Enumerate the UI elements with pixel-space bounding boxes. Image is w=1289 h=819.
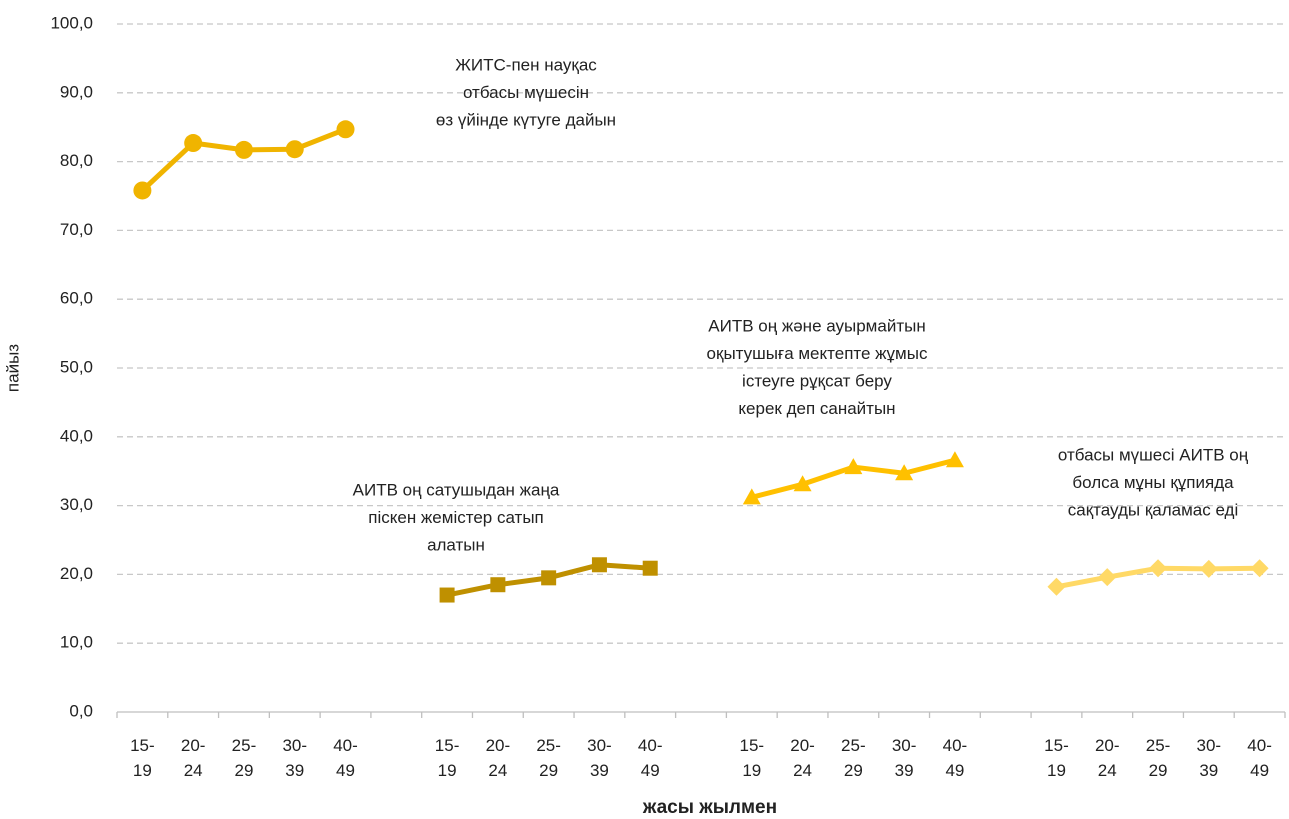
series-label: болса мұны құпияда <box>1072 473 1234 492</box>
y-tick-label: 10,0 <box>60 633 93 652</box>
x-tick-label: 25-29 <box>841 736 866 780</box>
x-tick-label: 30-39 <box>1196 736 1222 780</box>
marker <box>742 488 761 505</box>
x-tick-label: 25-29 <box>1145 736 1171 780</box>
x-tick-label: 30-39 <box>587 736 612 780</box>
series-label: істеуге рұқсат беру <box>742 371 892 390</box>
x-tick-label: 15-19 <box>1044 736 1069 780</box>
marker <box>285 140 304 159</box>
series-label: ЖИТС-пен науқас <box>455 55 597 74</box>
x-axis-title: жасы жылмен <box>642 797 777 818</box>
x-tick-label: 20-24 <box>1094 736 1120 780</box>
x-tick-label: 40-49 <box>637 736 663 780</box>
y-tick-label: 40,0 <box>60 426 93 445</box>
x-tick-label: 30-39 <box>282 736 308 780</box>
x-tick-label: 20-24 <box>485 736 511 780</box>
y-axis-title: пайыз <box>3 344 22 392</box>
x-tick-label: 15-19 <box>434 736 460 780</box>
x-tick-label: 40-49 <box>942 736 968 780</box>
y-tick-label: 90,0 <box>60 82 93 101</box>
series-label: піскен жемістер сатып <box>368 508 544 527</box>
marker <box>793 475 812 492</box>
marker <box>895 464 914 481</box>
marker <box>945 451 964 468</box>
marker <box>844 458 863 475</box>
y-tick-label: 50,0 <box>60 357 93 376</box>
series-label: оқытушыға мектепте жұмыс <box>707 344 928 363</box>
x-tick-label: 25-29 <box>536 736 561 780</box>
marker <box>1250 559 1269 578</box>
series-label: алатын <box>427 535 485 554</box>
x-tick-label: 15-19 <box>130 736 155 780</box>
marker <box>1199 559 1218 578</box>
y-tick-label: 0,0 <box>69 701 93 720</box>
x-tick-label: 40-49 <box>333 736 358 780</box>
y-tick-label: 100,0 <box>50 13 93 32</box>
marker <box>490 577 506 593</box>
x-tick-label: 20-24 <box>180 736 206 780</box>
series-label: отбасы мүшесін <box>463 83 589 102</box>
marker <box>642 560 658 576</box>
marker <box>234 140 253 159</box>
marker <box>336 120 355 139</box>
series-label: керек деп санайтын <box>738 399 895 418</box>
y-tick-label: 80,0 <box>60 151 93 170</box>
series-label: сақтауды қаламас еді <box>1068 500 1238 519</box>
marker <box>591 557 607 573</box>
y-tick-label: 70,0 <box>60 220 93 239</box>
marker <box>1149 559 1168 578</box>
marker <box>1098 568 1117 587</box>
marker <box>184 134 203 153</box>
series-label: отбасы мүшесі АИТВ оң <box>1058 445 1249 464</box>
x-tick-label: 30-39 <box>891 736 917 780</box>
marker <box>1047 577 1066 596</box>
marker <box>541 570 557 586</box>
y-tick-label: 60,0 <box>60 289 93 308</box>
y-tick-label: 20,0 <box>60 564 93 583</box>
x-tick-label: 15-19 <box>739 736 765 780</box>
series-label: өз үйінде күтуге дайын <box>436 110 616 129</box>
x-tick-label: 25-29 <box>231 736 257 780</box>
marker <box>133 181 152 200</box>
series-label: АИТВ оң сатушыдан жаңа <box>353 480 560 499</box>
marker <box>439 587 455 603</box>
y-tick-label: 30,0 <box>60 495 93 514</box>
x-tick-label: 20-24 <box>790 736 815 780</box>
series-line <box>140 126 347 193</box>
x-tick-label: 40-49 <box>1247 736 1272 780</box>
series-label: АИТВ оң және ауырмайтын <box>708 316 925 335</box>
